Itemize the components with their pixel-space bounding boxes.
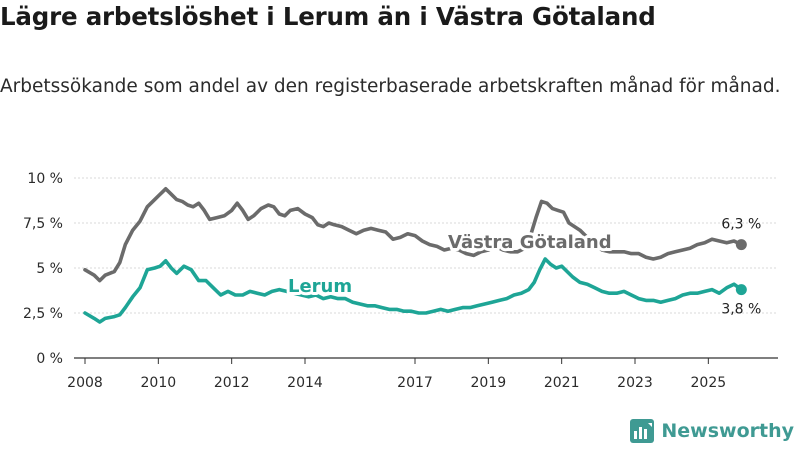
brand: Newsworthy [629,418,794,444]
x-tick-label: 2008 [67,375,103,391]
series-label-vastra-gotaland: Västra Götaland [448,232,612,253]
end-point-vastra-gotaland [735,239,747,251]
y-tick-label: 7,5 % [23,216,63,232]
y-tick-label: 5 % [36,261,63,277]
chart-subtitle: Arbetssökande som andel av den registerb… [0,76,781,97]
x-tick-label: 2023 [617,375,653,391]
end-value-label-vastra-gotaland: 6,3 % [721,217,761,233]
x-tick-label: 2025 [691,375,727,391]
series-line-lerum [83,257,744,324]
y-tick-label: 10 % [27,171,63,187]
series-label-lerum: Lerum [288,276,352,297]
series-line-vastra-gotaland [83,187,744,283]
x-tick-label: 2012 [214,375,250,391]
x-tick-label: 2017 [397,375,433,391]
end-point-lerum [735,284,747,296]
newsworthy-logo-icon [630,419,655,443]
x-tick-label: 2019 [471,375,507,391]
x-tick-label: 2010 [141,375,177,391]
y-tick-label: 0 % [36,351,63,367]
y-tick-label: 2,5 % [23,306,63,322]
brand-name: Newsworthy [661,420,794,442]
end-value-label-lerum: 3,8 % [721,302,761,318]
x-tick-label: 2021 [544,375,580,391]
x-tick-label: 2014 [287,375,323,391]
chart-title: Lägre arbetslöshet i Lerum än i Västra G… [0,2,656,31]
